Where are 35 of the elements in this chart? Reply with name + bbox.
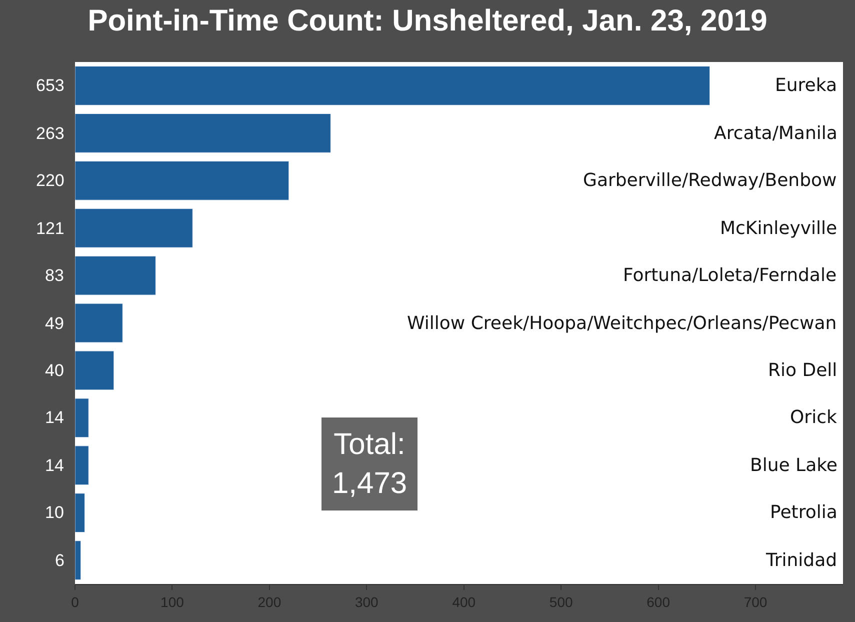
y-tick-label: Arcata/Manila bbox=[714, 123, 838, 144]
y-tick-label: Petrolia bbox=[770, 502, 838, 523]
bar bbox=[75, 113, 331, 153]
data-label: 14 bbox=[45, 456, 64, 475]
data-label: 14 bbox=[45, 408, 64, 427]
bar bbox=[75, 66, 710, 106]
bar bbox=[75, 446, 89, 486]
y-tick-label: McKinleyville bbox=[720, 218, 838, 239]
bar bbox=[75, 540, 82, 580]
data-label: 220 bbox=[36, 171, 64, 190]
y-tick-label: Orick bbox=[790, 407, 838, 428]
bar bbox=[75, 398, 89, 438]
data-label: 83 bbox=[45, 266, 64, 285]
data-label: 49 bbox=[45, 314, 64, 333]
data-label: 40 bbox=[45, 361, 64, 380]
y-tick-label: Garberville/Redway/Benbow bbox=[583, 170, 837, 191]
data-label: 10 bbox=[45, 503, 64, 522]
bar bbox=[75, 160, 290, 200]
y-tick-label: Trinidad bbox=[765, 550, 838, 571]
bar bbox=[75, 303, 123, 343]
chart-title: Point-in-Time Count: Unsheltered, Jan. 23, 2019 bbox=[88, 4, 768, 38]
y-tick-label: Blue Lake bbox=[750, 455, 838, 476]
data-label: 653 bbox=[36, 76, 64, 95]
bar bbox=[75, 493, 85, 533]
bar bbox=[75, 350, 114, 390]
bar bbox=[75, 208, 193, 248]
data-label: 121 bbox=[36, 219, 64, 238]
data-label: 6 bbox=[55, 551, 64, 570]
y-tick-label: Eureka bbox=[775, 75, 837, 96]
y-tick-label: Rio Dell bbox=[768, 360, 838, 381]
data-label: 263 bbox=[36, 124, 64, 143]
y-tick-label: Fortuna/Loleta/Ferndale bbox=[623, 265, 837, 286]
bar bbox=[75, 256, 156, 296]
annotation: Total: 1,473 bbox=[332, 428, 408, 500]
y-tick-label: Willow Creek/Hoopa/Weitchpec/Orleans/Pecwan bbox=[407, 313, 837, 334]
